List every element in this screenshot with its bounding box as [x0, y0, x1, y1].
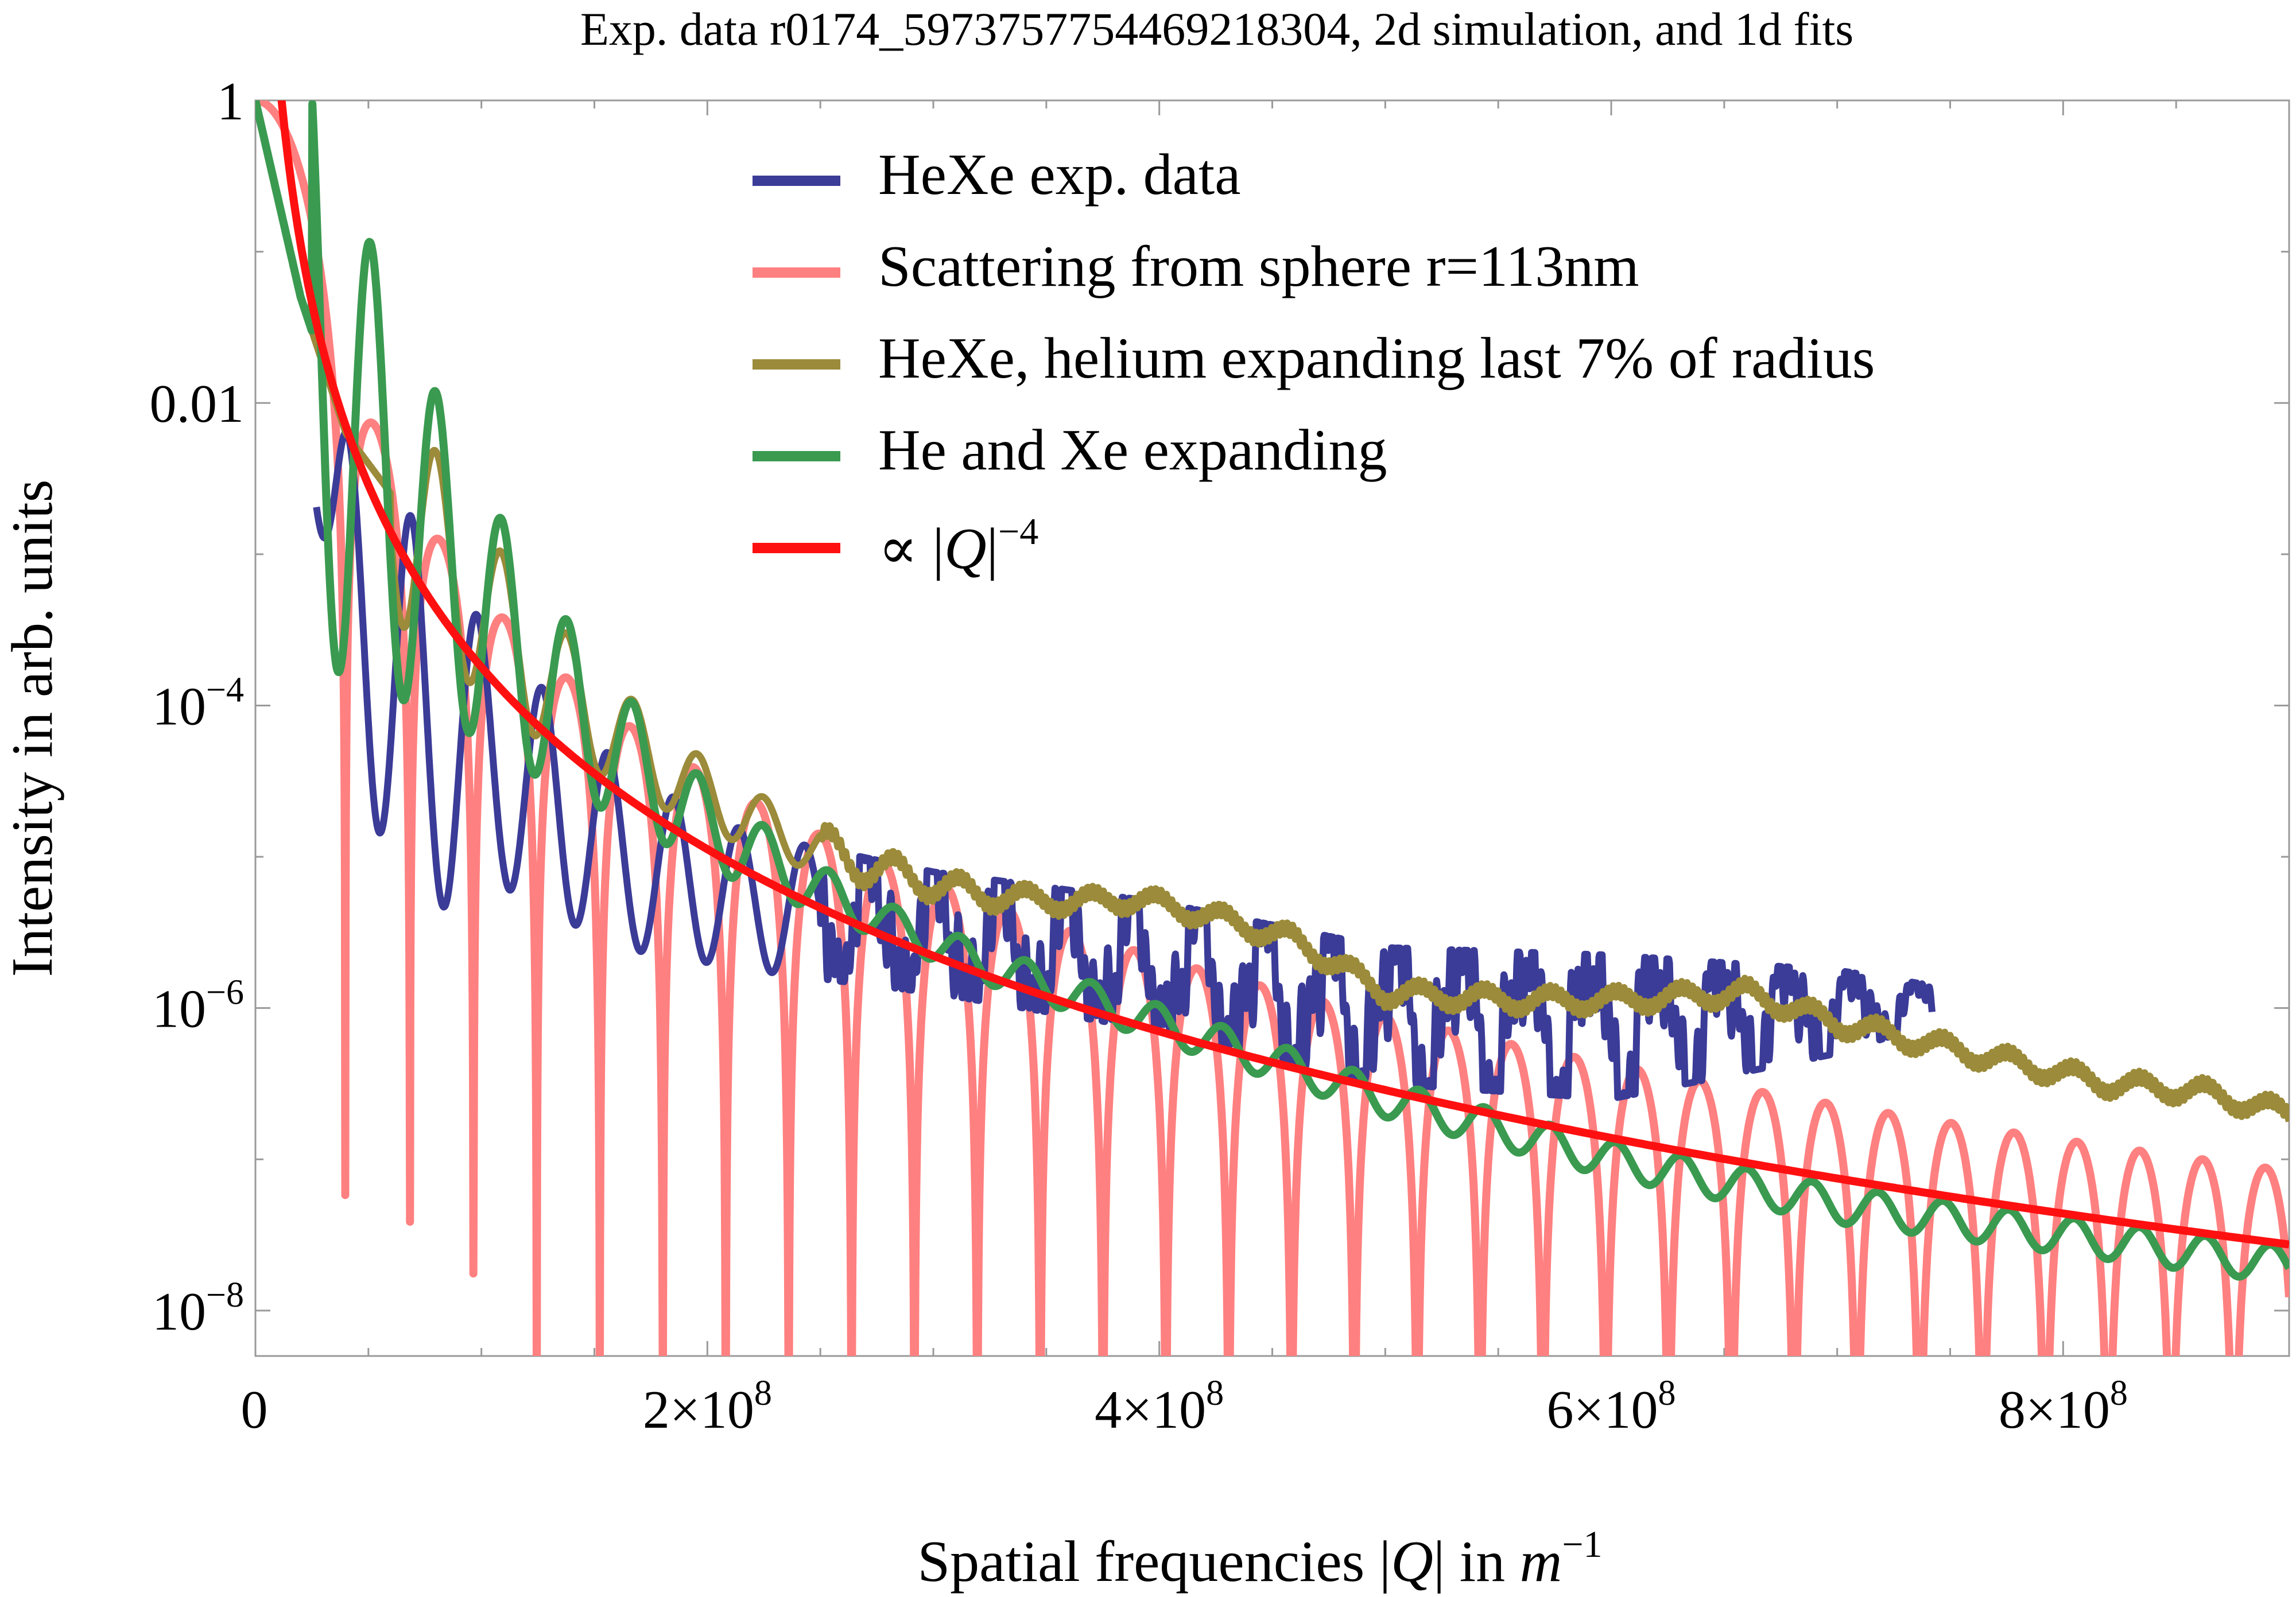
x-tick-label: 8×108 — [1999, 1374, 2128, 1440]
axis-ticks — [255, 99, 2289, 1356]
y-tick-label: 0.01 — [150, 374, 245, 434]
legend-label-powerlaw: ∝ |Q|−4 — [878, 511, 1038, 581]
legend-label-powerlaw-q: Q — [944, 516, 987, 581]
x-tick-label: 2×108 — [643, 1374, 772, 1440]
y-tick-labels: 1 0.01 10−4 10−6 10−8 — [150, 72, 245, 1342]
y-tick-label: 1 — [217, 72, 244, 131]
x-axis-label-exp: −1 — [1562, 1524, 1602, 1565]
x-tick-labels: 0 2×108 4×108 6×108 8×108 — [241, 1374, 2128, 1440]
series-hexe-shell — [255, 100, 2289, 1122]
x-axis-label-q: Q — [1391, 1529, 1433, 1594]
legend-label-sphere: Scattering from sphere r=113nm — [878, 234, 1639, 299]
x-axis-label: Spatial frequencies |Q| in m−1 — [917, 1524, 1602, 1594]
x-tick-label: 0 — [241, 1380, 268, 1440]
legend-label-he-xe: He and Xe expanding — [878, 418, 1387, 483]
legend-label-exp: HeXe exp. data — [878, 142, 1241, 207]
legend-label-hexe-shell: HeXe, helium expanding last 7% of radius — [878, 326, 1875, 391]
legend: HeXe exp. data Scattering from sphere r=… — [753, 142, 1875, 581]
series-layer — [255, 100, 2289, 1356]
y-tick-label: 10−4 — [152, 670, 244, 736]
y-axis-label: Intensity in arb. units — [0, 480, 65, 977]
legend-label-powerlaw-exp: −4 — [998, 511, 1038, 553]
chart-title: Exp. data r0174_5973757754469218304, 2d … — [580, 3, 1853, 55]
x-tick-label: 4×108 — [1095, 1374, 1224, 1440]
y-tick-label: 10−8 — [152, 1276, 244, 1342]
x-tick-label: 6×108 — [1546, 1374, 1676, 1440]
series-powerlaw — [277, 100, 2289, 1249]
series-sphere — [255, 100, 2289, 1356]
y-tick-label: 10−6 — [152, 973, 244, 1039]
x-axis-label-unit: m — [1520, 1529, 1562, 1594]
